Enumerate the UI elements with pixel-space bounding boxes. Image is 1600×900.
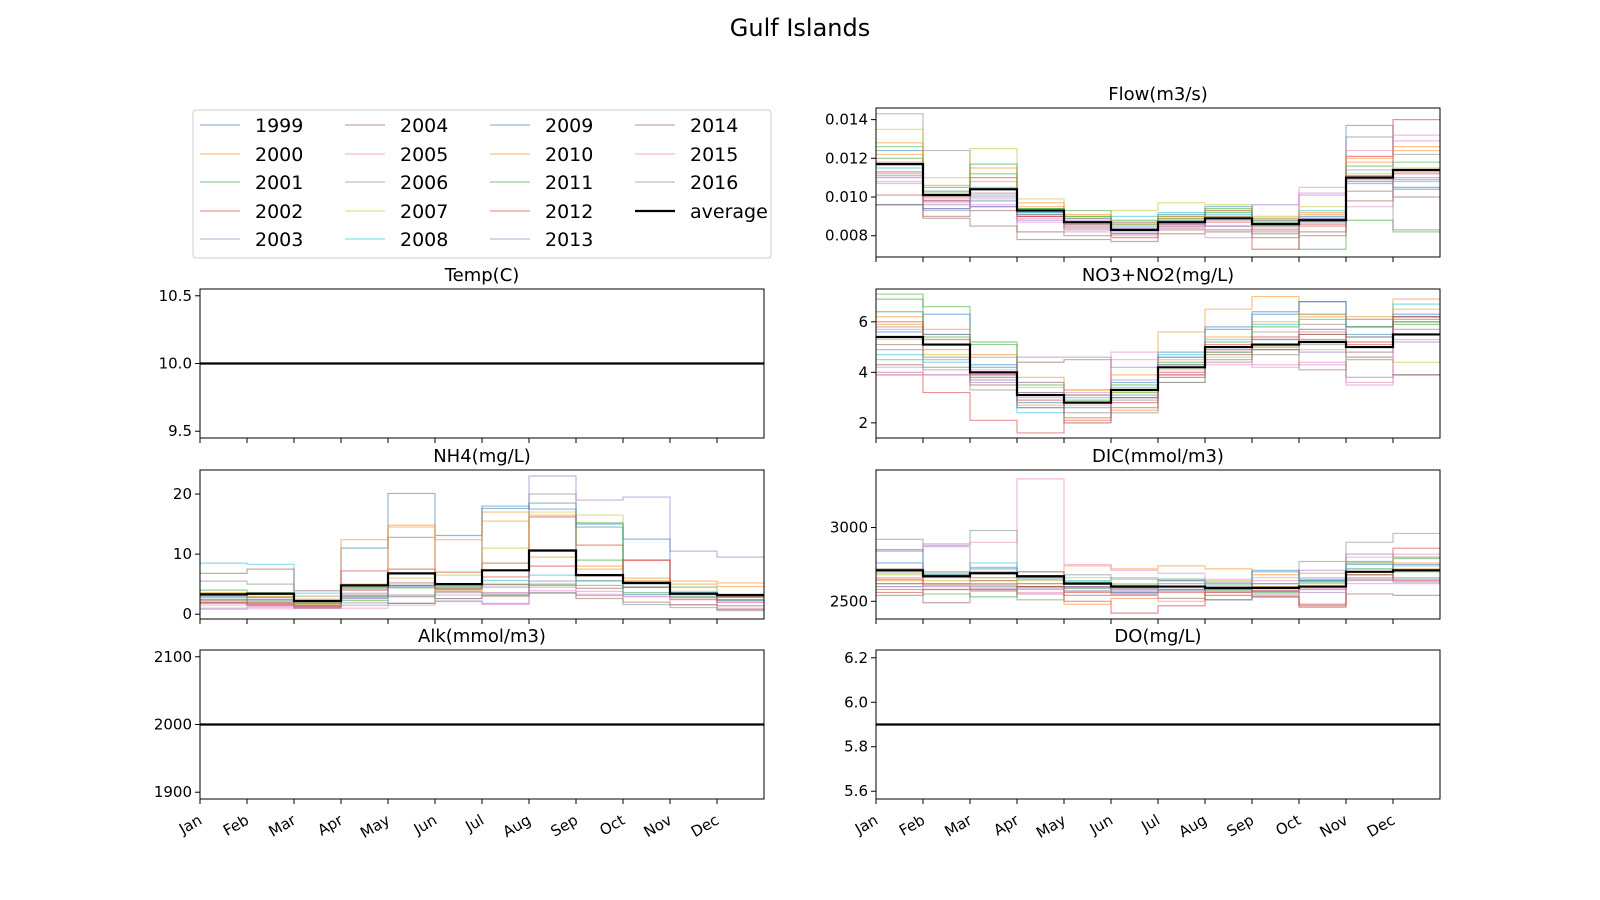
- series-2016-line: [200, 591, 764, 612]
- y-tick-label: 2500: [830, 592, 868, 610]
- y-tick-label: 2: [858, 414, 868, 432]
- y-tick-label: 1900: [154, 783, 192, 801]
- legend-label: 2002: [255, 201, 303, 223]
- legend-label: 2005: [400, 144, 448, 166]
- legend: 1999 2004 2009 2014 2000 2005 2010 2015 2001 2006…: [192, 109, 772, 259]
- subplot-title: NO3+NO2(mg/L): [1082, 265, 1234, 286]
- y-tick-label: 10.0: [159, 355, 192, 373]
- x-tick-label: May: [357, 811, 393, 842]
- y-tick-label: 0: [182, 605, 192, 623]
- x-tick-label: Dec: [1364, 811, 1398, 841]
- legend-label: 2004: [400, 115, 448, 137]
- subplot-title: Temp(C): [444, 265, 520, 286]
- legend-label: 2013: [545, 229, 593, 251]
- x-tick-label: Sep: [1224, 811, 1257, 841]
- x-tick-label: Dec: [688, 811, 722, 841]
- y-tick-label: 5.6: [844, 782, 868, 800]
- subplot-title: Flow(m3/s): [1108, 84, 1208, 105]
- x-tick-label: Aug: [500, 811, 534, 841]
- subplot-6: DO(mg/L) 5.6 5.8 6.0 6.2 Jan Feb Mar Apr May Jun Ju…: [844, 626, 1441, 842]
- y-tick-label: 10: [173, 545, 192, 563]
- legend-label: 2011: [545, 172, 593, 194]
- series-average-line: [876, 333, 1440, 404]
- series-2015-line: [876, 572, 1440, 596]
- x-tick-label: Oct: [1273, 811, 1305, 840]
- x-tick-label: Aug: [1176, 811, 1210, 841]
- x-tick-label: Sep: [548, 811, 581, 841]
- x-tick-label: Jun: [410, 811, 440, 839]
- subplot-title: DO(mg/L): [1114, 626, 1201, 647]
- x-tick-label: Feb: [896, 811, 928, 840]
- series-average-line: [876, 569, 1440, 590]
- y-tick-label: 0.008: [825, 227, 868, 245]
- figure-title: Gulf Islands: [730, 14, 870, 42]
- x-tick-label: Mar: [941, 810, 975, 840]
- legend-frame: [192, 109, 772, 259]
- x-tick-label: Jan: [175, 811, 205, 839]
- legend-label: 2012: [545, 201, 593, 223]
- subplot-title: NH4(mg/L): [433, 446, 531, 467]
- y-tick-label: 6.2: [844, 649, 868, 667]
- legend-label: 2009: [545, 115, 593, 137]
- subplot-0: Flow(m3/s) 0.008 0.010 0.012 0.014: [825, 84, 1441, 262]
- legend-label: 2003: [255, 229, 303, 251]
- x-tick-label: Jul: [1137, 811, 1163, 836]
- y-tick-label: 6.0: [844, 693, 868, 711]
- legend-label: 2014: [690, 115, 738, 137]
- x-tick-label: Jan: [851, 811, 881, 839]
- subplot-5: Alk(mmol/m3) 1900 2000 2100 Jan Feb Mar Apr May J…: [154, 626, 765, 842]
- legend-label: 2006: [400, 172, 448, 194]
- x-tick-label: Mar: [265, 810, 299, 840]
- subplot-1: Temp(C) 9.5 10.0 10.5: [159, 265, 765, 443]
- y-tick-label: 0.010: [825, 188, 868, 206]
- y-tick-label: 4: [858, 363, 868, 381]
- y-tick-label: 2000: [154, 716, 192, 734]
- series-average-line: [200, 549, 764, 603]
- legend-label: 2016: [690, 172, 738, 194]
- subplot-4: DIC(mmol/m3) 2500 3000: [830, 446, 1441, 624]
- x-tick-label: Apr: [991, 810, 1023, 839]
- subplot-title: DIC(mmol/m3): [1092, 446, 1224, 467]
- series-2016-line: [876, 343, 1440, 424]
- x-tick-label: Feb: [220, 811, 252, 840]
- y-tick-label: 5.8: [844, 738, 868, 756]
- x-tick-label: Nov: [641, 811, 675, 841]
- series-2014-line: [876, 588, 1440, 607]
- x-tick-label: Apr: [315, 810, 347, 839]
- x-tick-label: Jun: [1086, 811, 1116, 839]
- legend-label: 2000: [255, 144, 303, 166]
- legend-label: 2007: [400, 201, 448, 223]
- x-tick-label: Oct: [597, 811, 629, 840]
- y-tick-label: 3000: [830, 519, 868, 537]
- y-tick-label: 9.5: [168, 422, 192, 440]
- legend-label: 1999: [255, 115, 303, 137]
- y-tick-label: 0.012: [825, 149, 868, 167]
- subplot-2: NO3+NO2(mg/L) 2 4 6: [858, 265, 1441, 443]
- subplot-3: NH4(mg/L) 0 10 20: [173, 446, 765, 624]
- y-tick-label: 10.5: [159, 287, 192, 305]
- y-tick-label: 20: [173, 485, 192, 503]
- legend-label: 2008: [400, 229, 448, 251]
- x-tick-label: May: [1033, 811, 1069, 842]
- x-tick-label: Nov: [1317, 811, 1351, 841]
- y-tick-label: 6: [858, 313, 868, 331]
- legend-label: 2010: [545, 144, 593, 166]
- y-tick-label: 0.014: [825, 111, 868, 129]
- subplot-title: Alk(mmol/m3): [418, 626, 546, 647]
- y-tick-label: 2100: [154, 648, 192, 666]
- series-2005-line: [876, 478, 1440, 588]
- legend-label: 2001: [255, 172, 303, 194]
- x-tick-label: Jul: [461, 811, 487, 836]
- series-average-line: [876, 163, 1440, 232]
- legend-label: average: [690, 201, 768, 223]
- legend-label: 2015: [690, 144, 738, 166]
